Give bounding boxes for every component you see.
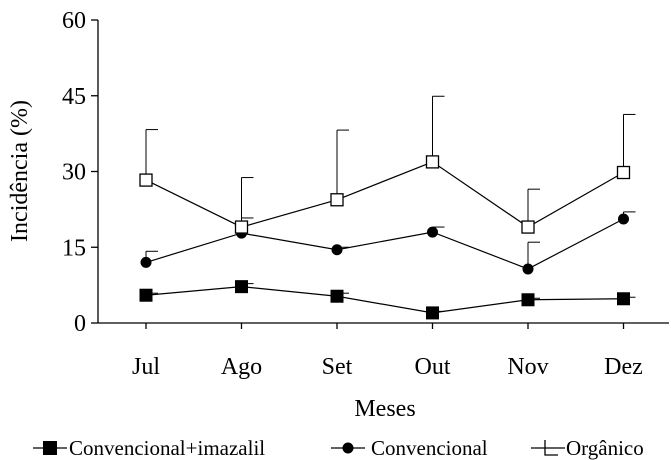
- y-tick-label: 30: [62, 160, 86, 186]
- y-tick-label: 15: [62, 235, 86, 261]
- data-point: [521, 293, 535, 307]
- series: [139, 95, 636, 320]
- data-point: [330, 193, 344, 207]
- series-line: [145, 161, 624, 228]
- series-2: [140, 211, 636, 275]
- legend-filled-circle-marker: [342, 442, 354, 454]
- legend-item-convencional: Convencional: [331, 436, 488, 460]
- data-point: [522, 263, 534, 275]
- series-1: [139, 280, 636, 320]
- data-point: [426, 306, 439, 320]
- data-point: [139, 173, 153, 187]
- data-point: [330, 289, 344, 303]
- y-tick-label: 60: [62, 8, 86, 34]
- data-point: [234, 220, 249, 234]
- y-tick-label: 45: [62, 84, 86, 110]
- axes: [97, 20, 669, 324]
- series-3: [139, 95, 636, 234]
- x-tick-label: Out: [415, 354, 451, 380]
- data-point: [617, 292, 630, 306]
- legend-label: Convencional+imazalil: [69, 436, 265, 460]
- data-point: [331, 244, 343, 256]
- x-tick-label: Ago: [221, 354, 262, 380]
- y-axis-title: Incidência (%): [7, 100, 33, 242]
- data-point: [521, 220, 535, 234]
- series-line: [145, 218, 624, 270]
- series-line: [145, 286, 624, 314]
- legend-label: Convencional: [371, 436, 488, 460]
- x-tick-label: Set: [322, 354, 353, 380]
- x-tick-label: Jul: [132, 354, 160, 380]
- data-point: [618, 213, 629, 225]
- x-ticks: Jul Ago Set Out Nov Dez: [132, 323, 643, 380]
- data-point: [235, 280, 248, 294]
- x-tick-label: Nov: [507, 354, 548, 380]
- data-point: [616, 165, 631, 180]
- data-point: [139, 288, 153, 302]
- x-tick-label: Dez: [604, 354, 643, 380]
- legend: Convencional+imazalil Convencional Orgân…: [33, 436, 644, 460]
- data-point: [140, 256, 152, 268]
- x-axis-title: Meses: [354, 396, 415, 422]
- y-tick-label: 0: [74, 311, 86, 337]
- legend-item-organico: Orgânico: [531, 436, 644, 460]
- legend-filled-square-marker: [43, 441, 57, 455]
- data-point: [427, 226, 438, 238]
- data-point: [425, 155, 440, 169]
- y-ticks: 0 15 30 45 60: [62, 8, 98, 337]
- legend-item-convencional-imazalil: Convencional+imazalil: [33, 436, 265, 460]
- legend-open-square-marker: [544, 440, 558, 456]
- legend-label: Orgânico: [566, 436, 644, 460]
